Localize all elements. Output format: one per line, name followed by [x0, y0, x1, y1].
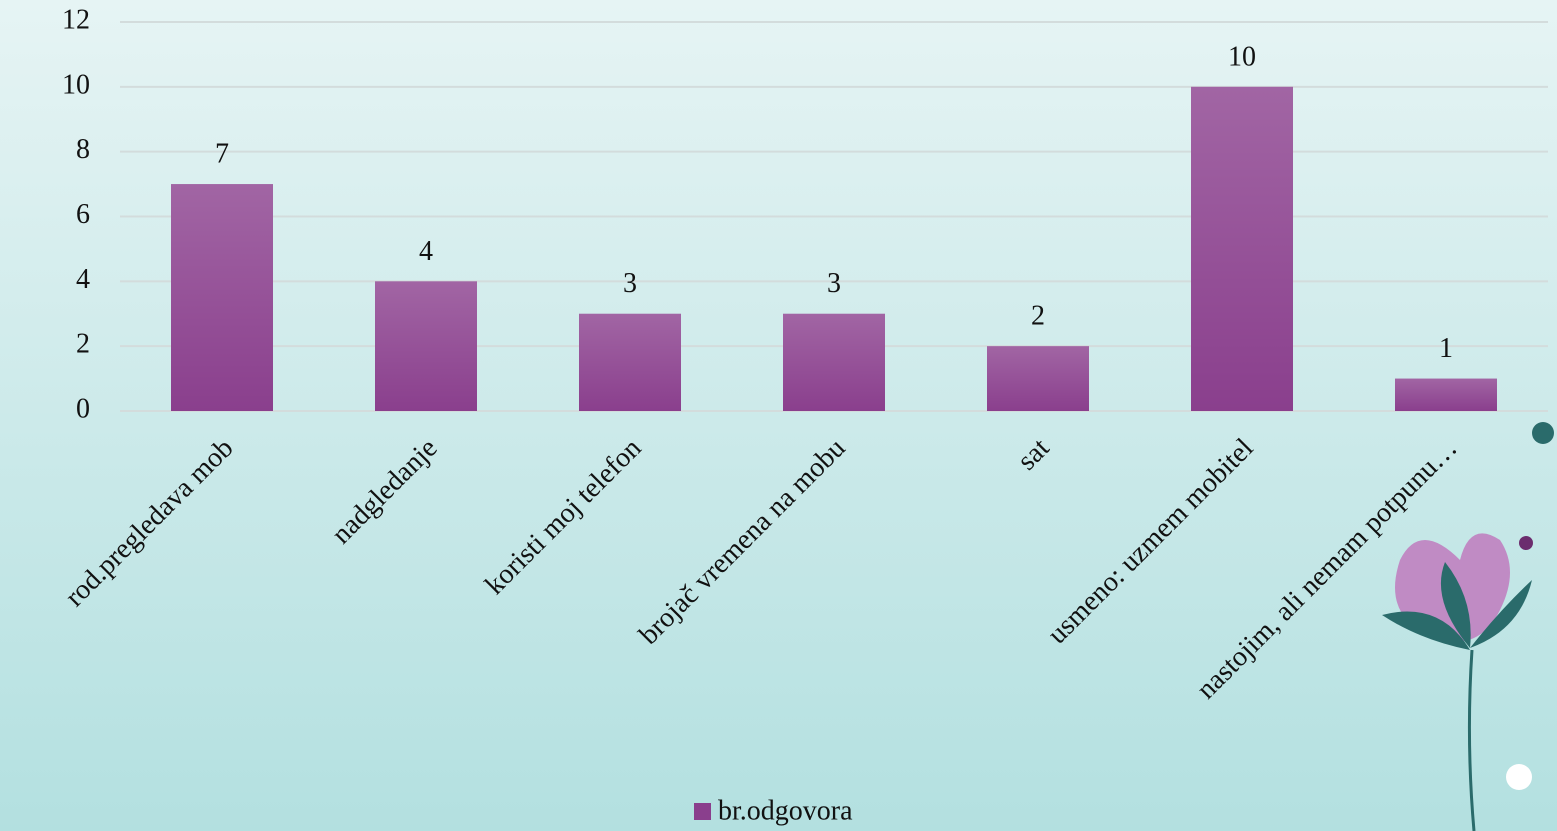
value-label: 7: [215, 139, 229, 170]
value-label: 4: [419, 236, 433, 267]
chart: 024681012rod.pregledava mob7nadgledanje4…: [0, 0, 1557, 831]
value-label: 1: [1439, 333, 1453, 364]
y-tick-label: 4: [76, 264, 90, 295]
y-tick-label: 10: [62, 69, 90, 100]
bar-shine: [375, 281, 477, 411]
y-tick-label: 2: [76, 329, 90, 360]
bar-shine: [1191, 87, 1293, 411]
page: {"chart_data": {"type": "bar", "categori…: [0, 0, 1557, 831]
bar-shine: [171, 184, 273, 411]
bar-shine: [987, 346, 1089, 411]
legend-swatch: [694, 803, 711, 820]
y-tick-label: 6: [76, 199, 90, 230]
value-label: 2: [1031, 301, 1045, 332]
bar-shine: [1395, 379, 1497, 411]
value-label: 3: [827, 268, 841, 299]
bar-shine: [783, 314, 885, 411]
y-tick-label: 0: [76, 393, 90, 424]
y-tick-label: 8: [76, 134, 90, 165]
y-tick-label: 12: [62, 4, 90, 35]
bar-shine: [579, 314, 681, 411]
background: [0, 0, 1557, 831]
value-label: 3: [623, 268, 637, 299]
value-label: 10: [1228, 41, 1256, 72]
legend-label: br.odgovora: [718, 795, 853, 826]
